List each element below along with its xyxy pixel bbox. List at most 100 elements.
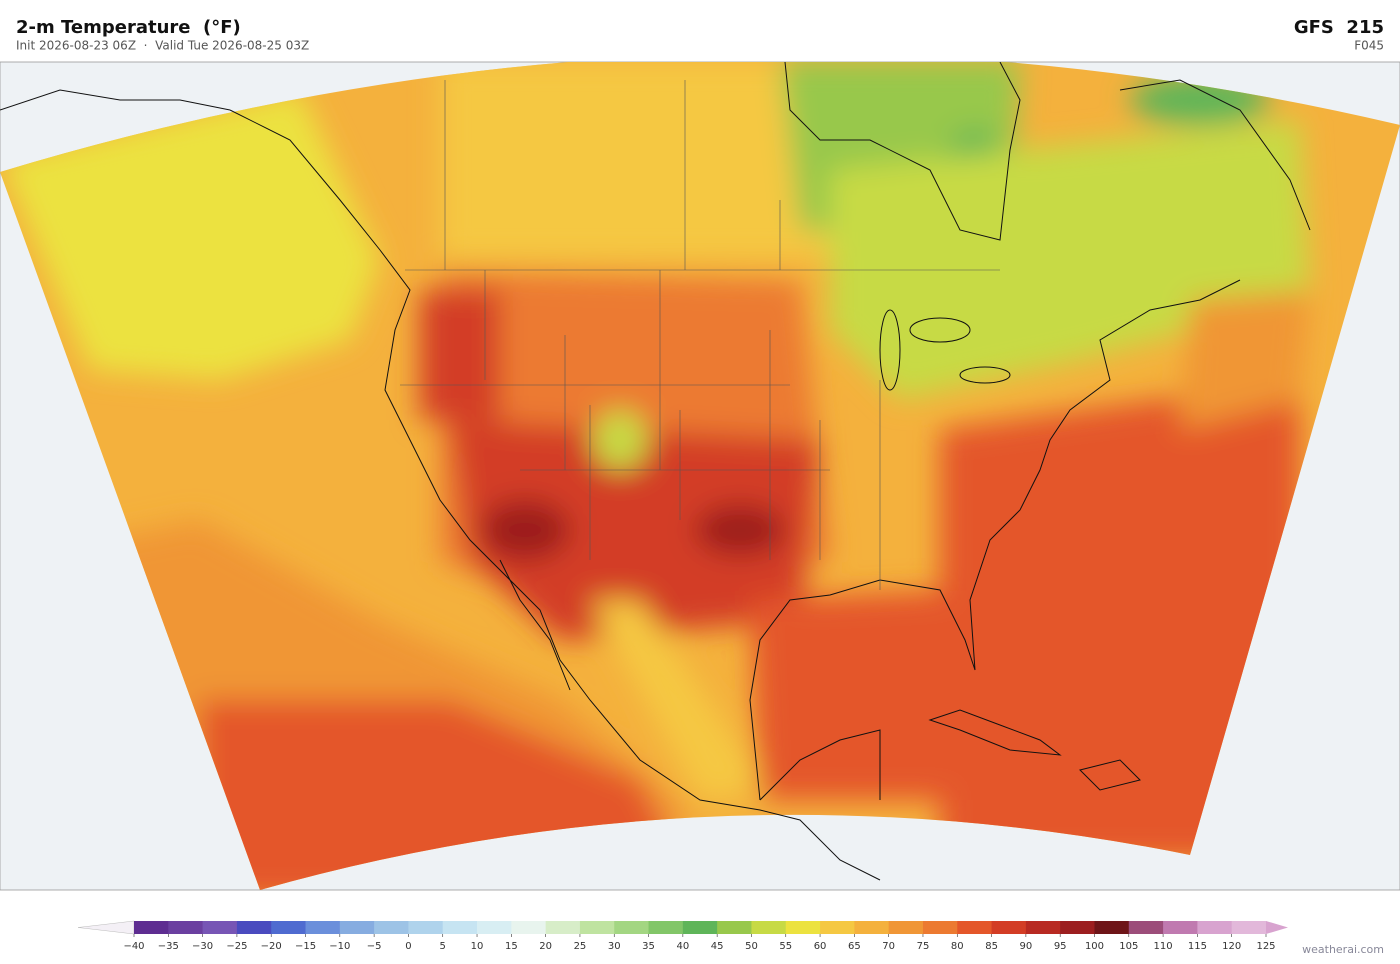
colorbar-bin bbox=[374, 921, 409, 934]
coastline bbox=[499, 559, 571, 691]
blob bbox=[1180, 290, 1310, 430]
state-borders bbox=[400, 80, 1000, 590]
blob bbox=[440, 62, 900, 260]
watermark: weatherai.com bbox=[1302, 943, 1384, 956]
blob bbox=[750, 590, 960, 800]
colorbar-tick-label: −10 bbox=[329, 941, 350, 952]
island bbox=[928, 709, 1062, 756]
coastline bbox=[1119, 79, 1311, 231]
colorbar-bin bbox=[134, 921, 169, 934]
colorbar: −40 −35 −30 −25 −20 −15 −10 −5 0 5 10 15 20 25 30 35 40 4… bbox=[77, 920, 1288, 952]
colorbar-bin bbox=[1128, 921, 1164, 934]
colorbar-bin bbox=[408, 921, 444, 934]
colorbar-tick-label: 5 bbox=[440, 941, 446, 952]
colorbar-bin bbox=[888, 921, 924, 934]
colorbar-bin bbox=[271, 921, 307, 934]
colorbar-bin bbox=[957, 921, 993, 934]
field bbox=[0, 62, 1400, 890]
colorbar-bin bbox=[991, 921, 1027, 934]
field-blobs bbox=[0, 62, 1310, 890]
colorbar-tick-label: 100 bbox=[1085, 941, 1104, 952]
coastline bbox=[0, 89, 231, 111]
coastline bbox=[784, 62, 1021, 241]
colorbar-tick-label: 70 bbox=[882, 941, 895, 952]
colorbar-tick-label: 85 bbox=[985, 941, 998, 952]
colorbar-tick-label: 75 bbox=[917, 941, 930, 952]
colorbar-tick-label: 35 bbox=[642, 941, 655, 952]
colorbar-bin bbox=[339, 921, 375, 934]
colorbar-bin bbox=[442, 921, 478, 934]
coastline bbox=[759, 729, 881, 801]
colorbar-bin bbox=[305, 921, 341, 934]
lake bbox=[959, 366, 1011, 384]
blob bbox=[940, 380, 1300, 860]
colorbar-tick-label: 120 bbox=[1222, 941, 1241, 952]
colorbar-tick-label: 50 bbox=[745, 941, 758, 952]
colorbar-bin bbox=[854, 921, 890, 934]
colorbar-bin bbox=[511, 921, 547, 934]
colorbar-under bbox=[77, 920, 135, 935]
colorbar-bin bbox=[1163, 921, 1198, 934]
colorbar-tick-label: −5 bbox=[367, 941, 382, 952]
map bbox=[0, 61, 1400, 891]
blob bbox=[0, 90, 380, 380]
colorbar-over bbox=[1266, 921, 1288, 934]
lake bbox=[879, 309, 901, 391]
colorbar-bin bbox=[1231, 921, 1267, 934]
colorbar-tick-label: −40 bbox=[123, 941, 144, 952]
colorbar-bin bbox=[1025, 921, 1061, 934]
forecast-hour: F045 bbox=[1354, 39, 1384, 53]
colorbar-tick-label: 55 bbox=[779, 941, 792, 952]
colorbar-tick-label: 60 bbox=[814, 941, 827, 952]
colorbar-tick-label: 125 bbox=[1256, 941, 1275, 952]
blob bbox=[480, 500, 570, 560]
colorbar-tick-label: 80 bbox=[951, 941, 964, 952]
colorbar-tick-label: 65 bbox=[848, 941, 861, 952]
coastline bbox=[749, 279, 1241, 801]
colorbar-tick-label: 10 bbox=[471, 941, 484, 952]
colorbar-tick-label: 20 bbox=[539, 941, 552, 952]
title: 2-m Temperature (°F) bbox=[16, 17, 241, 38]
blob bbox=[695, 505, 785, 555]
colorbar-bin bbox=[820, 921, 855, 934]
colorbar-bin bbox=[202, 921, 238, 934]
colorbar-tick-label: 15 bbox=[505, 941, 518, 952]
subtitle: Init 2026-08-23 06Z · Valid Tue 2026-08-… bbox=[16, 39, 309, 53]
colorbar-tick-label: 90 bbox=[1020, 941, 1033, 952]
colorbar-bin bbox=[785, 921, 821, 934]
coastline bbox=[229, 109, 881, 881]
colorbar-bin bbox=[1094, 921, 1130, 934]
colorbar-tick-label: 115 bbox=[1188, 941, 1207, 952]
temperature-field bbox=[0, 62, 1400, 890]
colorbar-tick-label: 105 bbox=[1119, 941, 1138, 952]
colorbar-bin bbox=[717, 921, 752, 934]
colorbar-tick-label: 25 bbox=[574, 941, 587, 952]
colorbar-tick-label: 0 bbox=[405, 941, 411, 952]
blob bbox=[592, 410, 648, 470]
blob bbox=[450, 420, 820, 640]
colorbar-tick-label: −25 bbox=[226, 941, 247, 952]
model: GFS 215 bbox=[1294, 17, 1384, 38]
blob bbox=[420, 290, 500, 420]
colorbar-tick-label: −35 bbox=[158, 941, 179, 952]
lake bbox=[909, 317, 971, 343]
colorbar-bin bbox=[168, 921, 204, 934]
colorbar-bin bbox=[1060, 921, 1095, 934]
colorbar-tick-label: −20 bbox=[261, 941, 282, 952]
colorbar-bin bbox=[477, 921, 512, 934]
colorbar-tick-label: 95 bbox=[1054, 941, 1067, 952]
colorbar-bin bbox=[236, 921, 272, 934]
colorbar-tick-label: 110 bbox=[1154, 941, 1173, 952]
colorbar-bin bbox=[579, 921, 615, 934]
colorbar-tick-label: 40 bbox=[676, 941, 689, 952]
island bbox=[1079, 759, 1141, 791]
colorbar-bin bbox=[614, 921, 650, 934]
colorbar-bin bbox=[545, 921, 581, 934]
colorbar-bin bbox=[682, 921, 718, 934]
colorbar-tick-label: −30 bbox=[192, 941, 213, 952]
colorbar-tick-label: 45 bbox=[711, 941, 724, 952]
colorbar-tick-label: 30 bbox=[608, 941, 621, 952]
blob bbox=[590, 600, 770, 800]
colorbar-bin bbox=[922, 921, 958, 934]
